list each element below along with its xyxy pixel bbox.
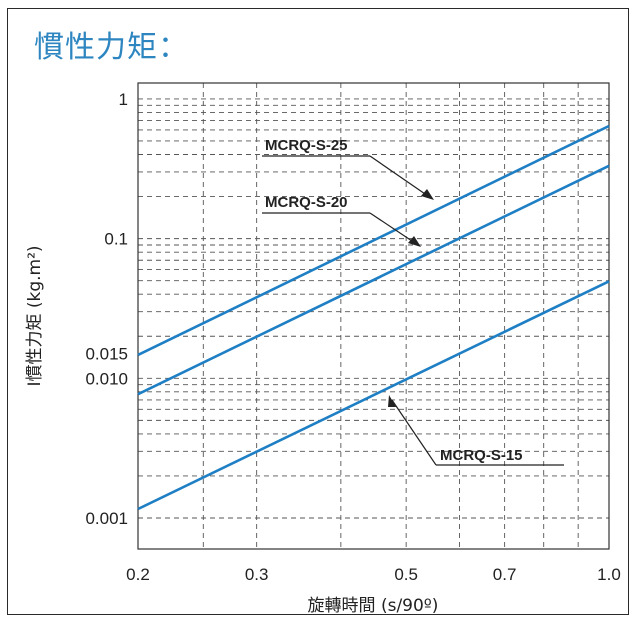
x-tick-label: 0.3 [245,565,269,584]
series-line-mcrq-s-15 [137,280,610,511]
x-tick-label: 1.0 [597,565,621,584]
chart-title: 慣性力矩： [34,30,189,65]
x-tick-label: 0.7 [493,565,517,584]
series-lines [137,124,610,511]
x-tick-labels: 0.2 0.3 0.5 0.7 1.0 [126,565,621,584]
y-tick-label: 0.1 [104,230,128,249]
callout-label-mcrq-s-15: MCRQ-S-15 [440,447,523,464]
y-tick-label: 0.015 [85,345,128,364]
y-axis-label: I慣性力矩 (kg.m²) [25,245,45,386]
x-tick-label: 0.5 [394,565,418,584]
grid [138,83,609,549]
callout-label-mcrq-s-25: MCRQ-S-25 [265,137,348,154]
y-tick-label: 0.001 [85,509,128,528]
callout-arrow-mcrq-s-25 [421,189,434,200]
series-line-mcrq-s-25 [137,124,610,357]
x-axis-label: 旋轉時間 (s/90º) [308,596,439,616]
callout-mcrq-s-20: MCRQ-S-20 [262,194,421,247]
y-tick-label: 0.010 [85,369,128,388]
y-tick-labels: 0.001 0.010 0.015 0.1 1 [85,90,128,528]
callout-arrow-mcrq-s-15 [388,395,396,407]
callout-mcrq-s-15: MCRQ-S-15 [388,395,564,466]
callout-mcrq-s-25: MCRQ-S-25 [262,137,434,200]
series-line-mcrq-s-20 [137,164,610,396]
callout-label-mcrq-s-20: MCRQ-S-20 [265,194,348,211]
plot-area-border [137,82,610,550]
y-tick-label: 1 [119,90,128,109]
x-tick-label: 0.2 [126,565,150,584]
callout-arrow-mcrq-s-20 [408,236,421,247]
